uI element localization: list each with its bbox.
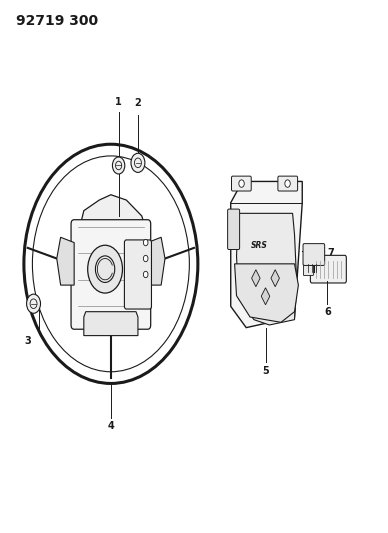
Text: 4: 4 — [107, 421, 114, 431]
Circle shape — [143, 239, 148, 246]
Circle shape — [113, 157, 125, 174]
Polygon shape — [261, 288, 270, 305]
FancyBboxPatch shape — [278, 176, 298, 191]
Polygon shape — [237, 213, 296, 325]
FancyBboxPatch shape — [125, 240, 151, 309]
Text: 7: 7 — [328, 248, 334, 258]
Text: 2: 2 — [135, 98, 141, 108]
Circle shape — [239, 180, 244, 187]
Polygon shape — [147, 237, 165, 285]
Circle shape — [131, 154, 145, 172]
Polygon shape — [231, 181, 302, 328]
Polygon shape — [84, 312, 138, 336]
FancyBboxPatch shape — [303, 263, 314, 276]
Polygon shape — [271, 270, 279, 287]
Text: 92719 300: 92719 300 — [16, 14, 98, 28]
FancyBboxPatch shape — [310, 255, 346, 283]
Circle shape — [143, 271, 148, 278]
Polygon shape — [235, 264, 298, 322]
Circle shape — [143, 255, 148, 262]
Text: 6: 6 — [324, 306, 331, 317]
Text: SRS: SRS — [251, 241, 268, 250]
Polygon shape — [76, 195, 149, 269]
Circle shape — [285, 180, 290, 187]
FancyBboxPatch shape — [228, 209, 240, 249]
Circle shape — [88, 245, 123, 293]
FancyBboxPatch shape — [71, 220, 151, 329]
FancyBboxPatch shape — [303, 244, 325, 265]
Circle shape — [27, 294, 40, 313]
Text: 5: 5 — [262, 366, 269, 376]
Text: 3: 3 — [24, 336, 31, 346]
Text: 1: 1 — [115, 96, 122, 107]
Polygon shape — [251, 270, 260, 287]
Polygon shape — [57, 237, 74, 285]
FancyBboxPatch shape — [232, 176, 251, 191]
